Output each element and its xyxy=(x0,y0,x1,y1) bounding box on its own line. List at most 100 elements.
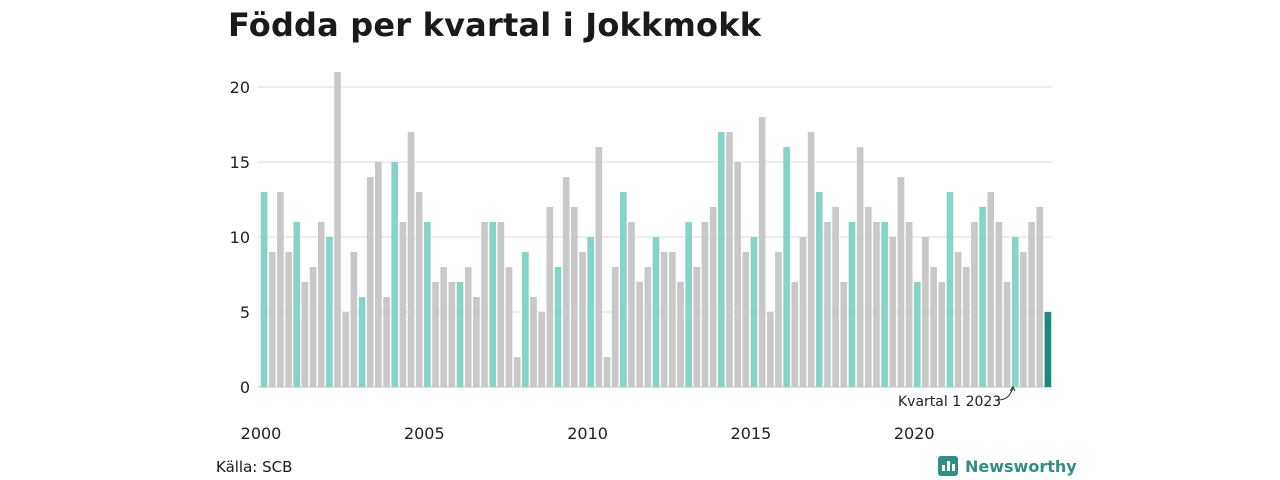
bar xyxy=(513,357,521,387)
annotation-label: Kvartal 1 2023 xyxy=(898,394,1001,410)
bar xyxy=(424,222,431,387)
bar xyxy=(685,222,692,387)
bar xyxy=(301,282,309,387)
brand-name: Newsworthy xyxy=(965,456,1077,476)
bar xyxy=(832,207,839,387)
bar xyxy=(709,207,717,387)
bar xyxy=(1028,222,1035,387)
bar xyxy=(995,222,1003,387)
bar xyxy=(432,282,439,387)
bar xyxy=(693,267,701,387)
x-tick-label: 2015 xyxy=(731,424,772,443)
bar xyxy=(742,252,750,387)
annotation-arrow xyxy=(997,387,1014,401)
bars xyxy=(260,72,1052,387)
bar xyxy=(791,282,799,387)
bar xyxy=(783,147,790,387)
bar xyxy=(620,192,627,387)
bar xyxy=(946,192,954,387)
bar xyxy=(415,192,423,387)
bar xyxy=(628,222,635,387)
y-axis-ticks: 0 5 10 15 20 xyxy=(230,78,250,397)
bar xyxy=(889,237,897,387)
bar xyxy=(677,282,684,387)
bar xyxy=(579,252,586,387)
bar xyxy=(864,207,872,387)
x-tick-label: 2010 xyxy=(567,424,608,443)
bar xyxy=(546,207,554,387)
annotation: Kvartal 1 2023 xyxy=(898,386,1016,410)
bar xyxy=(758,117,766,387)
y-tick-label: 10 xyxy=(230,228,250,247)
bar xyxy=(538,312,546,387)
y-tick-label: 15 xyxy=(230,153,250,172)
bar xyxy=(824,222,831,387)
bar-chart: 0 5 10 15 20 2000 2005 2010 2015 2020 Kvartal 1 … xyxy=(230,72,1052,443)
bar xyxy=(815,192,823,387)
bar xyxy=(293,222,301,387)
bar xyxy=(440,267,448,387)
bar xyxy=(930,267,937,387)
y-tick-label: 0 xyxy=(240,378,250,397)
bar xyxy=(334,72,341,387)
bar xyxy=(799,237,807,387)
bar xyxy=(1044,312,1052,387)
bar xyxy=(1011,237,1019,387)
bar xyxy=(669,252,676,387)
bar xyxy=(807,132,815,387)
bar xyxy=(505,267,513,387)
bar xyxy=(922,237,929,387)
y-tick-label: 5 xyxy=(240,303,250,322)
bar xyxy=(913,282,921,387)
bar xyxy=(726,132,733,387)
bar xyxy=(636,282,643,387)
bar xyxy=(260,192,268,387)
bar xyxy=(1020,252,1027,387)
bar xyxy=(497,222,505,387)
bar xyxy=(734,162,741,387)
bar xyxy=(554,267,562,387)
newsworthy-logo-icon xyxy=(938,456,958,476)
x-tick-label: 2005 xyxy=(404,424,445,443)
bar xyxy=(326,237,333,387)
bar xyxy=(309,267,317,387)
bar xyxy=(473,297,480,387)
bar xyxy=(317,222,325,387)
bar xyxy=(660,252,668,387)
bar xyxy=(464,267,472,387)
bar xyxy=(938,282,946,387)
bar xyxy=(766,312,774,387)
bar xyxy=(587,237,595,387)
bar xyxy=(268,252,276,387)
bar xyxy=(489,222,497,387)
bar xyxy=(611,267,619,387)
bar xyxy=(448,282,456,387)
bar xyxy=(342,312,350,387)
bar xyxy=(1036,207,1044,387)
bar xyxy=(881,222,888,387)
bar xyxy=(358,297,366,387)
y-tick-label: 20 xyxy=(230,78,250,97)
bar xyxy=(717,132,725,387)
bar xyxy=(285,252,292,387)
bar xyxy=(522,252,529,387)
bar xyxy=(873,222,880,387)
bar xyxy=(383,297,390,387)
bar xyxy=(840,282,848,387)
bar xyxy=(603,357,611,387)
bar xyxy=(595,147,603,387)
bar xyxy=(644,267,652,387)
bar xyxy=(1003,282,1011,387)
bar xyxy=(350,252,358,387)
bar xyxy=(954,252,962,387)
bar xyxy=(856,147,864,387)
bar xyxy=(775,252,782,387)
bar xyxy=(848,222,856,387)
bar xyxy=(481,222,488,387)
source-note: Källa: SCB xyxy=(216,458,293,476)
bar xyxy=(366,177,374,387)
bar xyxy=(979,207,986,387)
x-tick-label: 2020 xyxy=(894,424,935,443)
bar xyxy=(277,192,284,387)
x-tick-label: 2000 xyxy=(241,424,282,443)
